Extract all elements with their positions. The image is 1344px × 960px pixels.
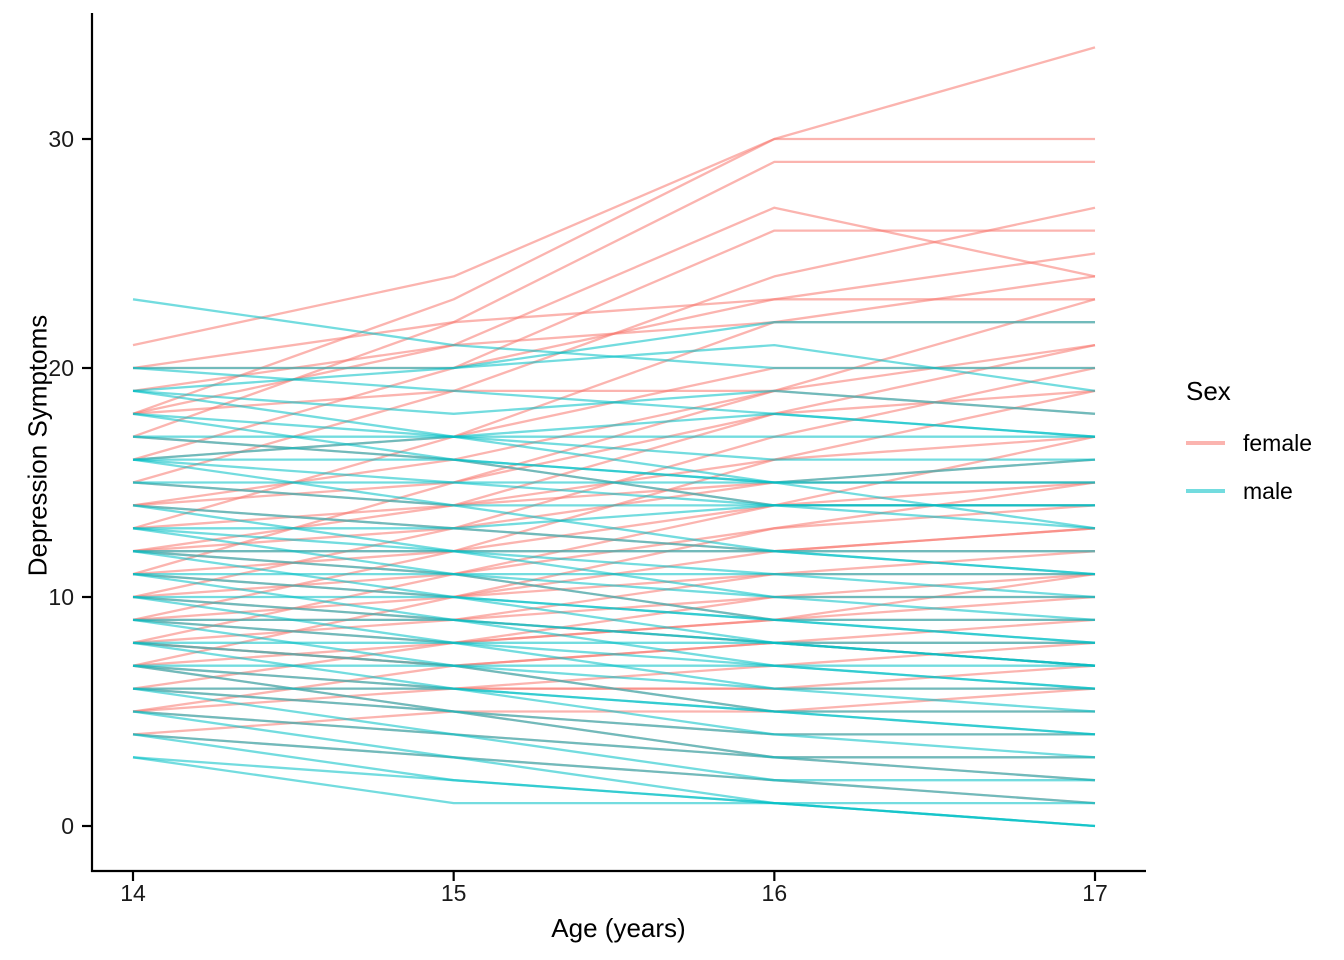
subject-line-male [132,641,1096,690]
x-axis-ticks: 14 15 16 17 [120,872,1108,906]
subject-line-male [132,687,1096,736]
legend-label-male: male [1243,477,1293,504]
y-tick-label: 30 [48,126,74,152]
subject-line-female [132,252,1096,370]
subject-trajectory-lines [132,46,1096,828]
subject-line-male [133,458,1096,484]
x-tick-label: 15 [441,880,467,906]
subject-line-male [133,343,1096,393]
subject-line-male [132,412,1096,507]
subject-line-male [132,527,1096,576]
y-axis-ticks: 0 10 20 30 [48,126,91,839]
subject-line-male [132,687,1096,782]
subject-line-male [132,572,1096,644]
subject-line-male [132,366,1096,438]
subject-line-male [132,504,1096,530]
female-line-key-icon [1186,441,1225,445]
x-tick-label: 17 [1082,880,1108,906]
subject-line-female [132,46,1096,347]
subject-line-male [132,710,1096,759]
subject-line-male [133,687,1096,736]
y-tick-label: 0 [61,813,74,839]
legend-title: Sex [1186,376,1231,406]
legend-label-female: female [1243,429,1313,456]
subject-line-male [132,733,1096,828]
subject-line-male [132,618,1096,667]
legend: Sex female male [1186,376,1312,527]
subject-line-male [132,412,1096,461]
axes: 14 15 16 17 0 10 20 30 [48,13,1146,906]
legend-item-male: male [1186,477,1312,504]
x-axis-title: Age (years) [551,913,686,943]
x-tick-label: 14 [120,880,146,906]
legend-item-female: female [1186,429,1313,456]
subject-line-female [132,137,1096,415]
male-line-key-icon [1186,489,1225,493]
x-tick-label: 16 [762,880,788,906]
y-tick-label: 20 [48,355,74,381]
subject-line-male [132,710,1096,805]
y-tick-label: 10 [48,584,74,610]
y-axis-title: Depression Symptoms [22,314,53,577]
subject-line-male [132,733,1096,805]
subject-line-male [132,641,1096,759]
subject-line-male [132,550,1096,599]
